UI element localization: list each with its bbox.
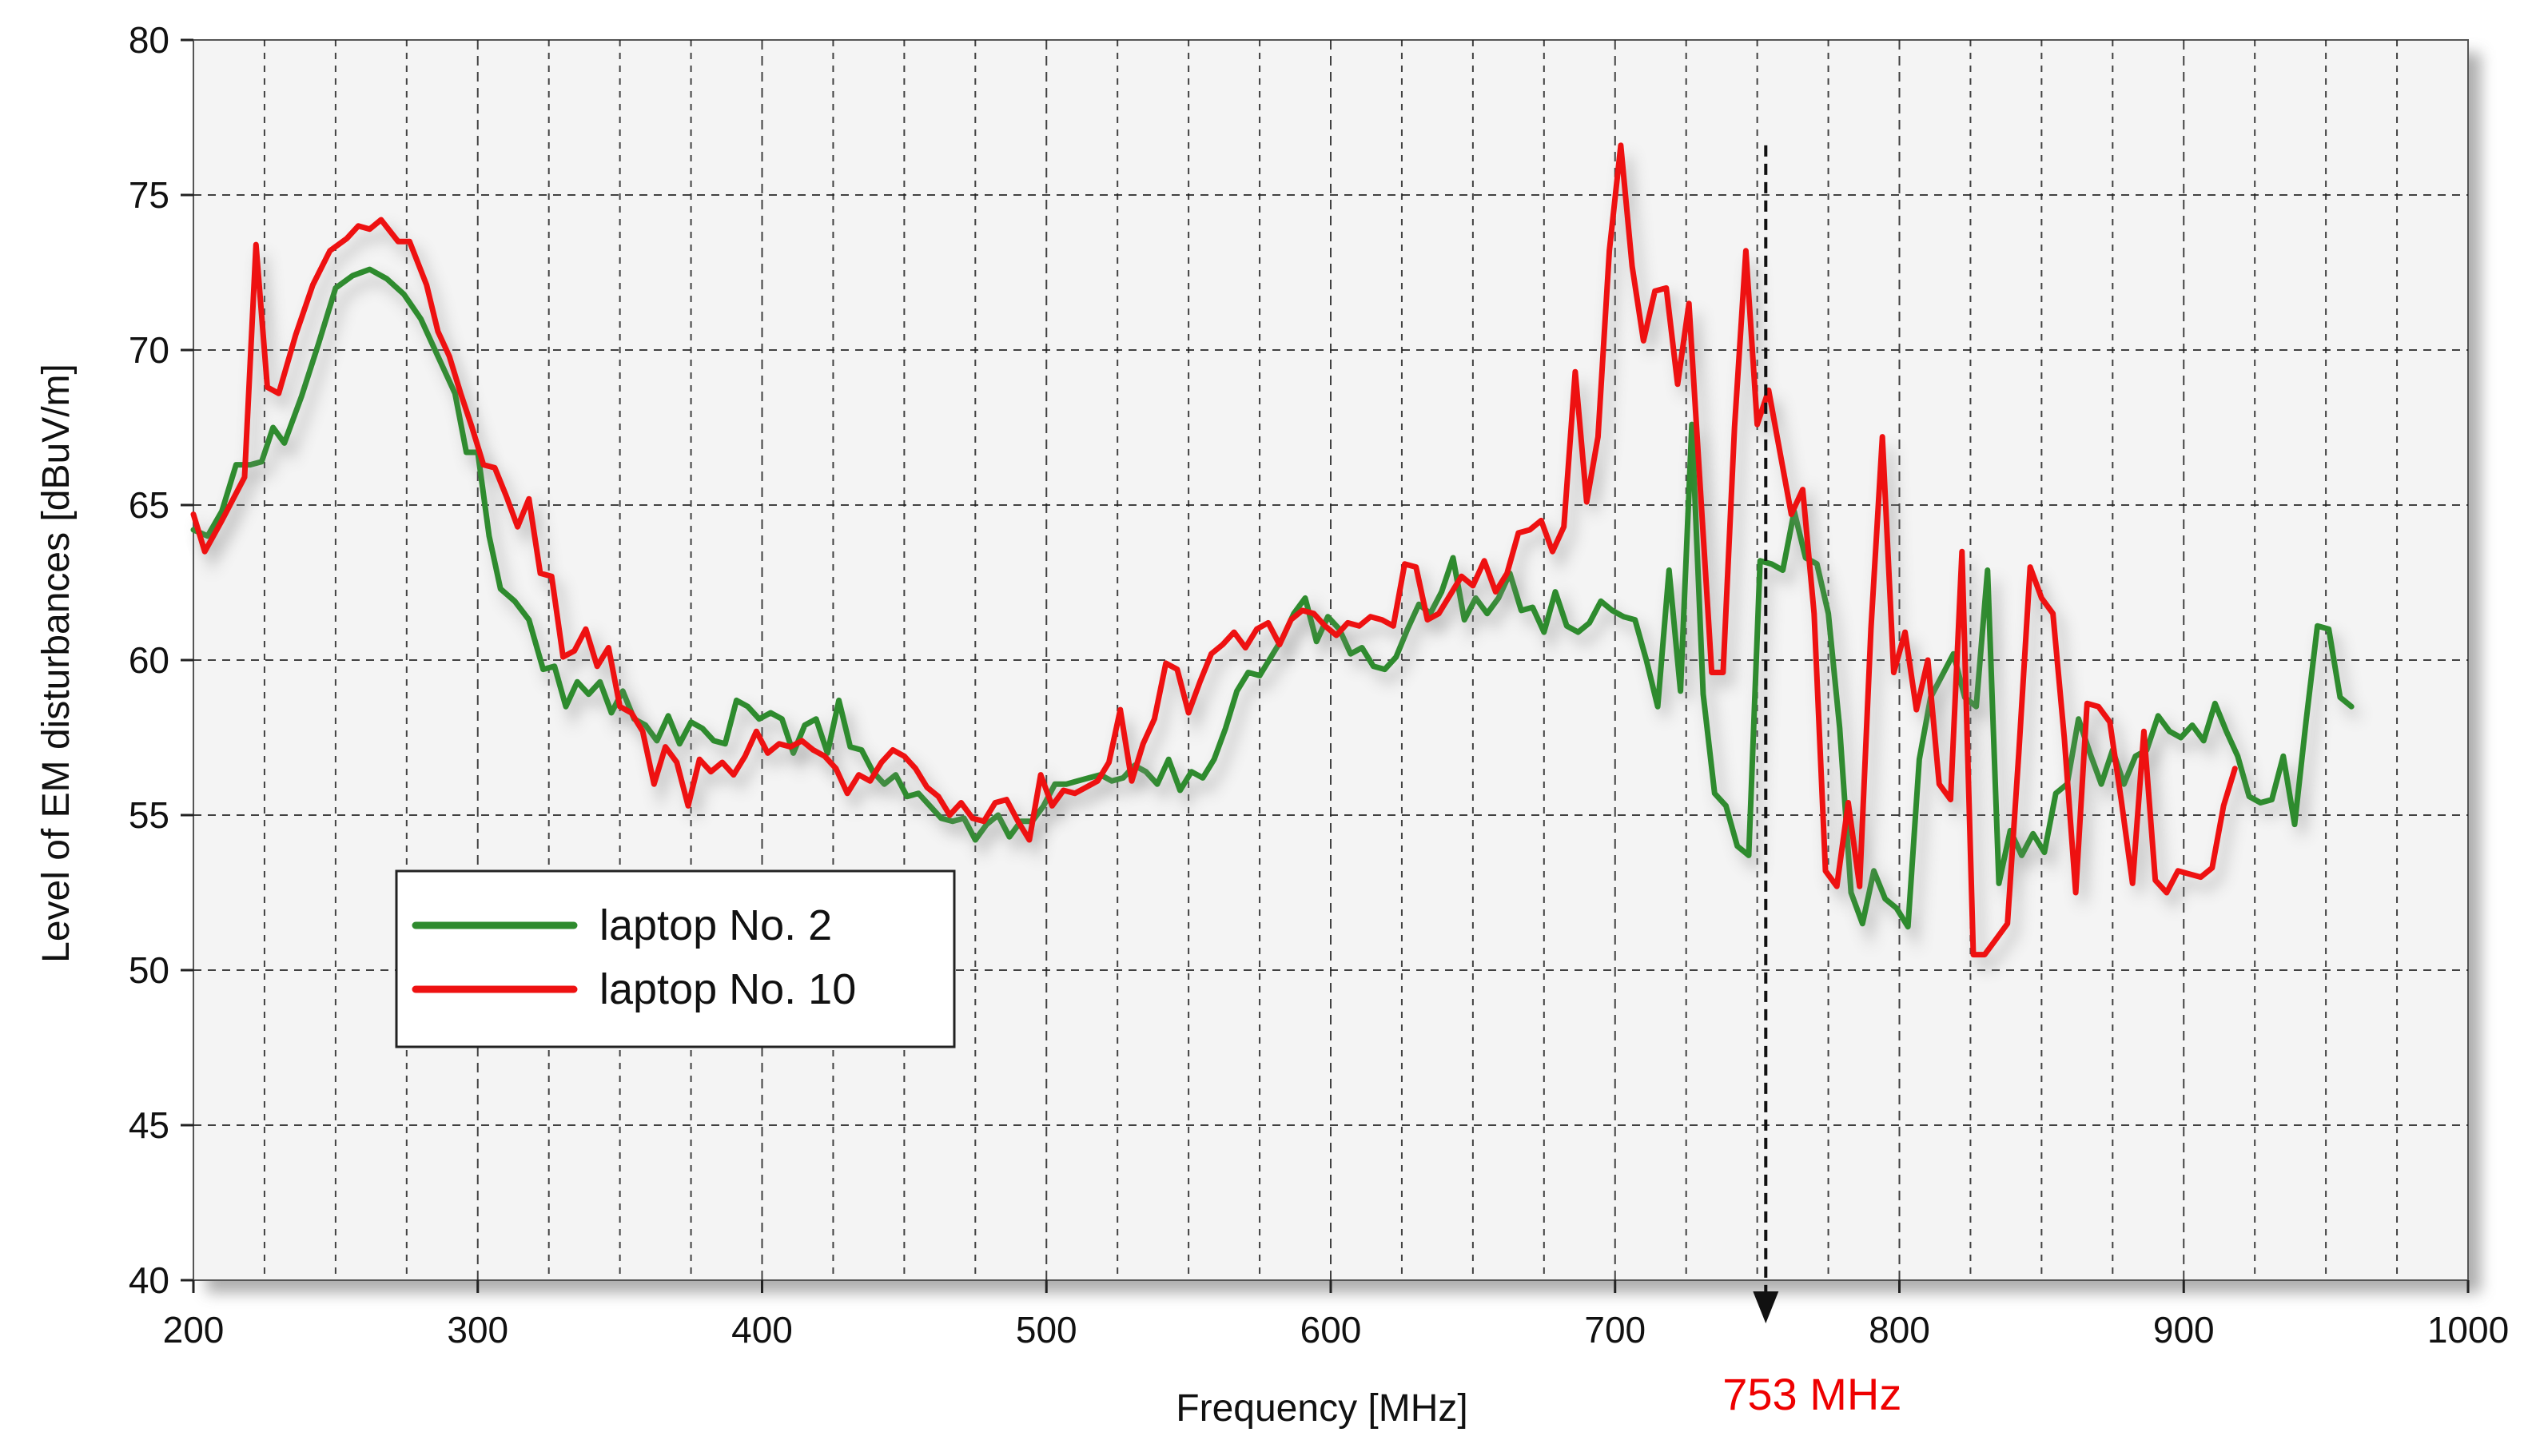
annotation-arrow [1753,1291,1779,1323]
y-tick-label: 80 [129,19,169,61]
y-tick-label: 55 [129,794,169,836]
annotation-layer: 753 MHz [1722,145,1901,1419]
y-axis-label: Level of EM disturbances [dBuV/m] [35,364,78,963]
y-tick-label: 75 [129,174,169,216]
series-line-laptop-10 [190,142,2238,958]
x-axis-ticks: 200 300 400 500 600 700 800 900 1000 [163,1280,2509,1351]
legend-label-laptop-10: laptop No. 10 [599,965,856,1013]
x-tick-label: 700 [1584,1309,1646,1351]
legend-label-laptop-2: laptop No. 2 [599,901,832,949]
x-tick-label: 300 [447,1309,508,1351]
annotation-label: 753 MHz [1722,1369,1901,1419]
x-tick-label: 400 [731,1309,793,1351]
legend-box [395,869,956,1048]
y-tick-label: 70 [129,329,169,371]
x-tick-label: 500 [1016,1309,1077,1351]
y-tick-label: 40 [129,1259,169,1301]
y-axis-ticks: 40 45 50 55 60 65 70 75 80 [129,19,193,1301]
x-tick-label: 600 [1300,1309,1362,1351]
y-tick-label: 65 [129,484,169,526]
plot-area [193,39,2481,1293]
y-tick-label: 50 [129,949,169,991]
y-tick-label: 60 [129,639,169,681]
x-tick-label: 800 [1869,1309,1930,1351]
x-tick-label: 1000 [2427,1309,2509,1351]
x-axis-label: Frequency [MHz] [1176,1387,1467,1430]
legend: laptop No. 2 laptop No. 10 [395,869,956,1048]
y-tick-label: 45 [129,1104,169,1146]
x-tick-label: 900 [2153,1309,2215,1351]
series-layer [190,142,2362,969]
x-tick-label: 200 [163,1309,225,1351]
